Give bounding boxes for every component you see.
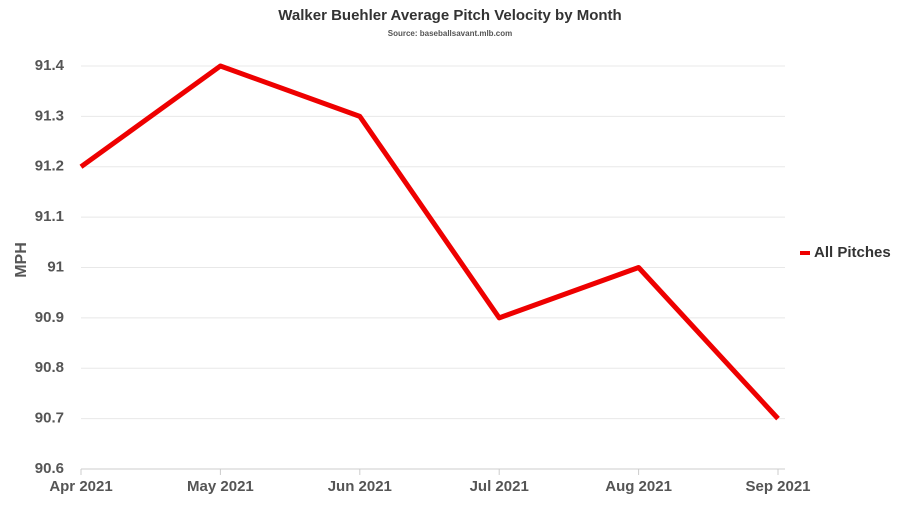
chart-subtitle: Source: baseballsavant.mlb.com <box>388 29 513 38</box>
x-tick-label: May 2021 <box>187 478 254 495</box>
y-tick-label: 91.4 <box>35 57 65 74</box>
y-axis-label: MPH <box>13 242 30 278</box>
y-tick-label: 91.3 <box>35 107 64 124</box>
y-tick-label: 90.7 <box>35 410 64 427</box>
y-tick-label: 90.9 <box>35 309 64 326</box>
y-tick-label: 90.6 <box>35 460 64 477</box>
chart-title: Walker Buehler Average Pitch Velocity by… <box>278 7 621 24</box>
y-tick-label: 91.1 <box>35 208 64 225</box>
y-tick-label: 91.2 <box>35 158 64 175</box>
x-tick-label: Aug 2021 <box>605 478 672 495</box>
legend-label: All Pitches <box>814 244 891 261</box>
x-tick-label: Jun 2021 <box>328 478 392 495</box>
y-tick-label: 90.8 <box>35 359 64 376</box>
y-tick-label: 91 <box>47 258 64 275</box>
series-line <box>79 63 780 421</box>
x-tick-label: Sep 2021 <box>745 478 810 495</box>
x-tick-label: Jul 2021 <box>470 478 529 495</box>
x-tick-label: Apr 2021 <box>49 478 112 495</box>
